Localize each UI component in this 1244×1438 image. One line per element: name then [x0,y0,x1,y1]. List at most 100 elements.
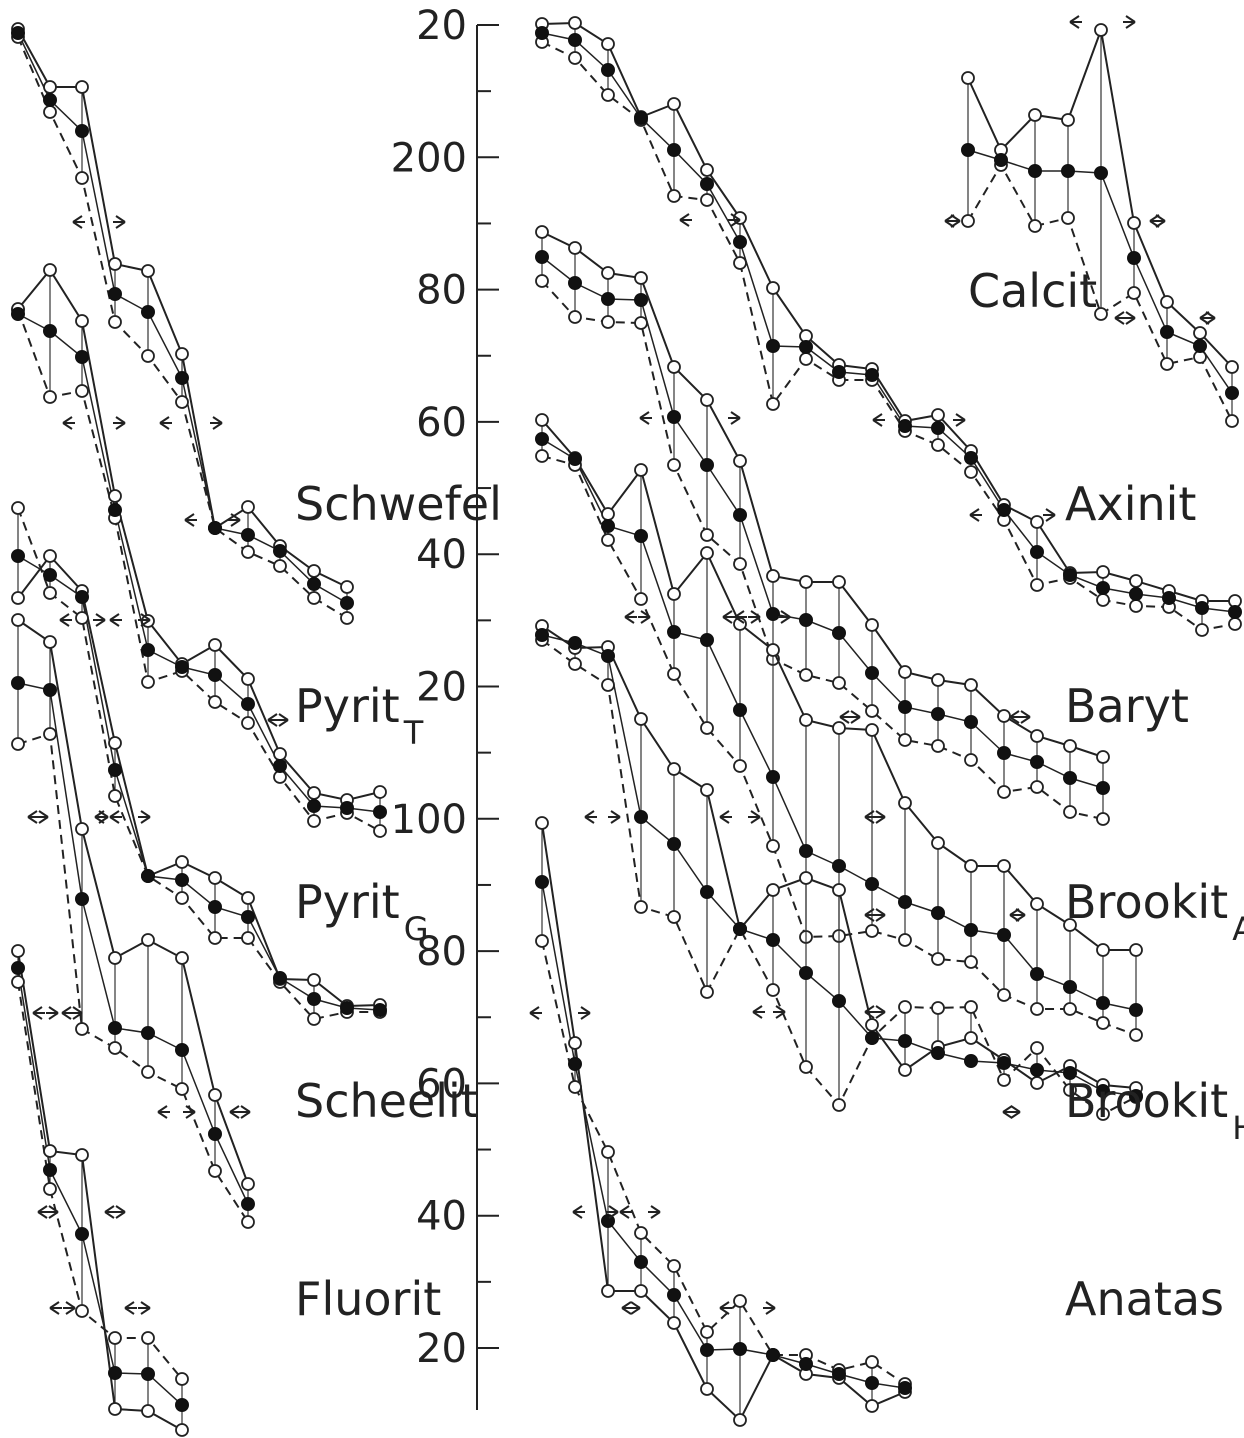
upper-point [832,575,846,589]
mean-point [700,633,714,647]
upper-point [799,713,813,727]
lower-point [898,933,912,947]
mean-point [141,643,155,657]
upper-point [667,360,681,374]
upper-point [931,408,945,422]
arrow-head [750,810,761,824]
mean-point [1094,166,1108,180]
upper-point [141,264,155,278]
mean-point [733,508,747,522]
upper-point [535,225,549,239]
upper-point [700,163,714,177]
mean-point [997,746,1011,760]
lower-point [931,739,945,753]
mean-point [175,873,189,887]
upper-point [1096,750,1110,764]
mean-point [11,26,25,40]
arrow-head [229,1105,240,1119]
upper-point [373,785,387,799]
lower-point [1094,307,1108,321]
upper-point [1225,360,1239,374]
mean-point [667,1288,681,1302]
lower-point [11,975,25,989]
mean-point [75,350,89,364]
lower-point [75,171,89,185]
mineral-label: Schwefel [295,477,502,531]
mean-point [634,1255,648,1269]
arrow-head [730,213,741,227]
lower-point [997,1073,1011,1087]
lower-point [700,193,714,207]
mean-point [931,1046,945,1060]
lower-point [766,983,780,997]
upper-point [241,500,255,514]
lower-point [373,824,387,838]
lower-point [568,310,582,324]
upper-point [700,1382,714,1396]
mean-point [273,544,287,558]
panel-anatas [535,816,912,1427]
arrow-head [1002,1105,1013,1119]
mean-series-line [17,967,183,1406]
upper-point [141,933,155,947]
mean-point [307,577,321,591]
arrow-head [140,810,151,824]
y-tick-label: 60 [416,400,467,446]
upper-point [700,783,714,797]
mean-point [898,1034,912,1048]
lower-point [175,1082,189,1096]
lower-point [108,789,122,803]
lower-point [307,814,321,828]
mean-point [865,368,879,382]
upper-point [634,1284,648,1298]
mean-point [733,922,747,936]
lower-point [865,704,879,718]
arrow-head [780,610,791,624]
lower-point [1030,780,1044,794]
upper-point [733,454,747,468]
lower-point [141,349,155,363]
lower-point [601,678,615,692]
arrow-head [608,1205,619,1219]
arrow-head [32,1006,43,1020]
mean-point [1129,587,1143,601]
lower-point [241,1215,255,1229]
lower-point [340,611,354,625]
mean-point [1129,1089,1143,1103]
upper-point [340,580,354,594]
upper-series-line [17,554,381,1008]
mean-point [568,636,582,650]
upper-point [43,80,57,94]
lower-point [241,931,255,945]
panel-pyrit-g [11,501,387,1026]
upper-point [832,721,846,735]
mean-point [108,763,122,777]
lower-point [931,1001,945,1015]
mean-point [108,287,122,301]
upper-point [667,762,681,776]
upper-point [1061,113,1075,127]
upper-point [1030,729,1044,743]
upper-point [865,1018,879,1032]
upper-point [1160,295,1174,309]
mean-point [1028,164,1042,178]
mean-point [865,1376,879,1390]
upper-point [667,97,681,111]
arrow-head [610,810,621,824]
mean-point [1160,325,1174,339]
arrow-head [722,610,733,624]
lower-point [1061,211,1075,225]
arrow-head [37,1205,48,1219]
upper-point [766,281,780,295]
mean-point [1063,980,1077,994]
mean-point [733,235,747,249]
y-tick-label: 40 [416,532,467,578]
arrow-head [27,810,38,824]
lower-point [307,1012,321,1026]
upper-point [1063,739,1077,753]
arrow-head [679,213,690,227]
arrow-head [872,413,883,427]
upper-point [964,859,978,873]
mean-point [865,666,879,680]
upper-point [997,859,1011,873]
